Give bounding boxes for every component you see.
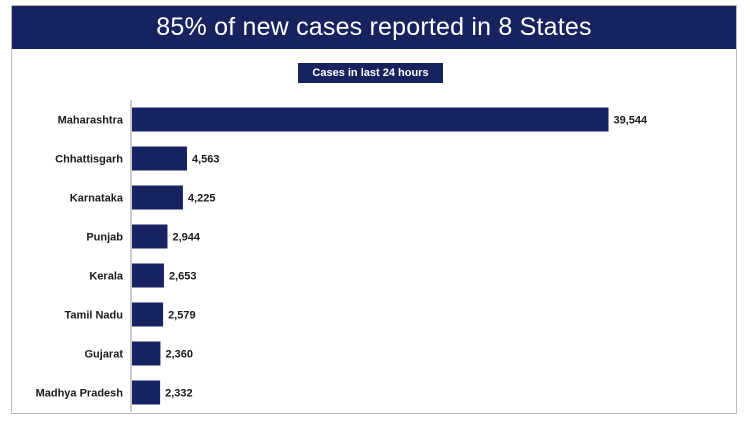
bar-maharashtra bbox=[132, 107, 609, 132]
data-label: 4,563 bbox=[192, 154, 220, 166]
data-label: 2,944 bbox=[172, 232, 200, 244]
category-label: Tamil Nadu bbox=[65, 310, 123, 322]
data-label: 2,360 bbox=[165, 349, 193, 361]
page-title: 85% of new cases reported in 8 States bbox=[12, 6, 736, 49]
data-label: 2,653 bbox=[169, 271, 197, 283]
category-label: Madhya Pradesh bbox=[36, 388, 124, 400]
data-label: 2,332 bbox=[165, 388, 193, 400]
category-label: Maharashtra bbox=[58, 115, 124, 127]
category-label: Kerala bbox=[89, 271, 124, 283]
chart-subtitle: Cases in last 24 hours bbox=[298, 63, 443, 83]
data-label: 2,579 bbox=[168, 310, 196, 322]
bar-tamil-nadu bbox=[132, 302, 164, 327]
category-label: Chhattisgarh bbox=[55, 154, 123, 166]
category-label: Karnataka bbox=[70, 193, 124, 205]
category-label: Gujarat bbox=[84, 349, 123, 361]
bar-kerala bbox=[132, 263, 164, 288]
bar-gujarat bbox=[132, 341, 161, 366]
bar-madhya-pradesh bbox=[132, 380, 161, 405]
bar-punjab bbox=[132, 224, 168, 249]
data-label: 4,225 bbox=[188, 193, 216, 205]
bar-karnataka bbox=[132, 185, 183, 210]
bar-chhattisgarh bbox=[132, 146, 187, 171]
data-label: 39,544 bbox=[614, 115, 649, 127]
category-label: Punjab bbox=[86, 232, 123, 244]
